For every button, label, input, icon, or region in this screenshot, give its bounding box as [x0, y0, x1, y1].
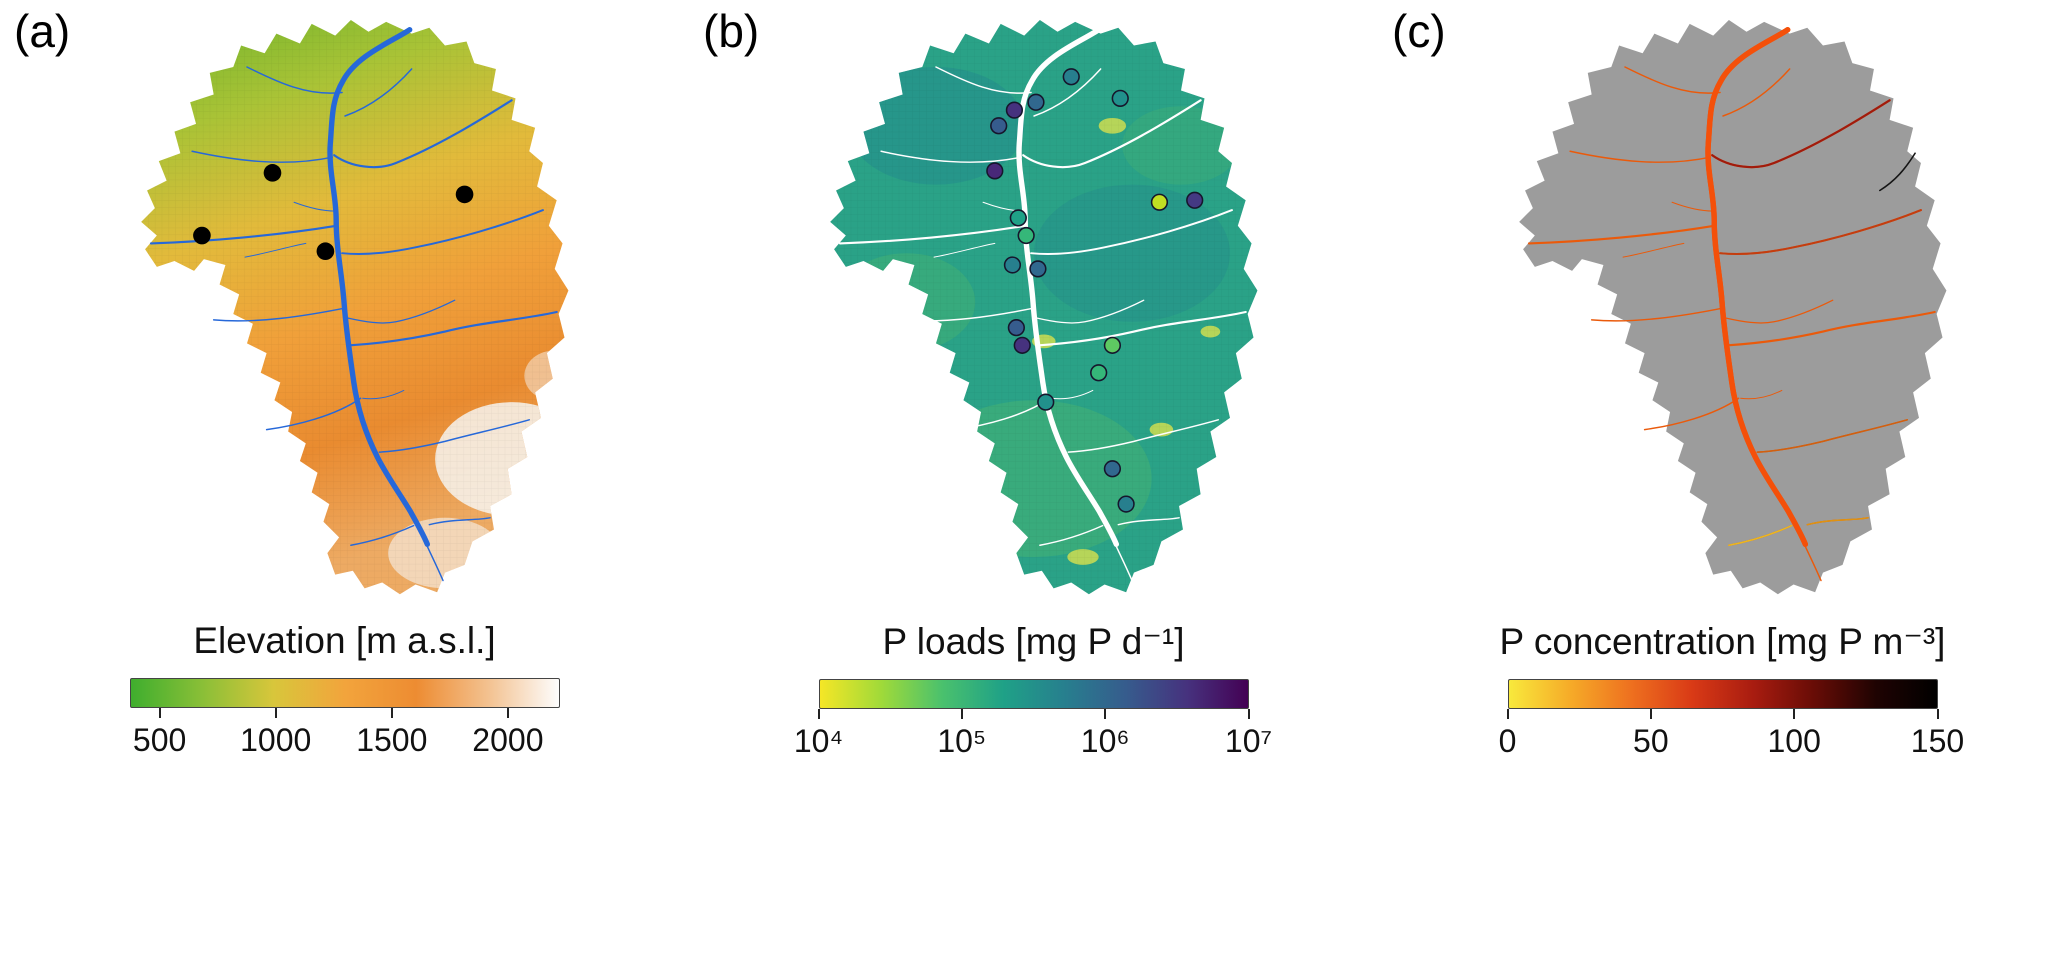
- tick-mark: [1104, 709, 1107, 719]
- tick-mark: [390, 708, 393, 718]
- tick-label: 150: [1910, 723, 1965, 759]
- tick-label: 1000: [240, 722, 312, 758]
- map-b: [829, 19, 1257, 595]
- tick-mark: [1936, 709, 1939, 719]
- panel-label-a: (a): [14, 5, 71, 57]
- tick-label: 0: [1498, 723, 1517, 759]
- river-branch-black: [1878, 152, 1916, 192]
- monitoring-stations: [192, 164, 473, 261]
- panel-a: (a) Elevation [m a.s.l.]: [0, 0, 689, 955]
- load-patches: [829, 19, 1257, 595]
- tick-mark: [960, 709, 963, 719]
- legend-title-b: P loads [mg P d⁻¹]: [882, 621, 1185, 662]
- station-dot: [192, 226, 211, 245]
- colorbar-gradient-b: [818, 679, 1249, 709]
- tick-label: 10⁴: [793, 723, 844, 759]
- map-a: [140, 19, 568, 595]
- colorbar-b: 10⁴ 10⁵ 10⁶ 10⁷: [794, 679, 1272, 771]
- panel-label-c: (c): [1392, 5, 1446, 57]
- legend-c: P concentration [mg P m⁻³] 0 50 100 150: [1378, 620, 2067, 771]
- sample-circle: [989, 117, 1007, 135]
- panel-label-b: (b): [703, 5, 760, 57]
- station-dot: [316, 242, 334, 261]
- tick-label: 10⁶: [1080, 723, 1130, 759]
- tick-mark: [158, 708, 161, 718]
- sample-circle: [1017, 226, 1035, 245]
- tick-label: 100: [1767, 723, 1821, 759]
- sample-circle: [1150, 193, 1168, 211]
- sample-circle: [1111, 89, 1129, 107]
- sample-circle: [1036, 393, 1054, 411]
- tick-mark: [1247, 709, 1250, 719]
- colorbar-a: 500 1000 1500 2000: [129, 678, 560, 770]
- panel-c: (c) P concentration [mg P m⁻³]: [1378, 0, 2067, 955]
- tick-mark: [506, 708, 509, 718]
- sample-circle: [1026, 93, 1045, 111]
- river-concentration-overlays: [1707, 30, 1922, 545]
- legend-a: Elevation [m a.s.l.] 500 1000 1500 2000: [0, 620, 689, 770]
- sample-circle: [1009, 209, 1027, 227]
- sample-circle: [1003, 256, 1021, 274]
- colorbar-c: 0 50 100 150: [1499, 679, 1964, 771]
- tick-mark: [1506, 709, 1509, 719]
- colorbar-gradient-c: [1507, 679, 1938, 709]
- station-dot: [455, 185, 473, 204]
- sample-circle: [1089, 364, 1107, 382]
- colorbar-gradient-a: [129, 678, 560, 708]
- tick-label: 50: [1633, 723, 1669, 759]
- sample-circle: [1028, 260, 1047, 278]
- tick-mark: [1649, 709, 1652, 719]
- sample-circle: [1116, 495, 1135, 513]
- station-dot: [263, 164, 281, 182]
- tick-label: 500: [132, 722, 187, 758]
- sample-circle: [1185, 191, 1203, 209]
- legend-title-c: P concentration [mg P m⁻³]: [1499, 621, 1946, 662]
- legend-b: P loads [mg P d⁻¹] 10⁴ 10⁵ 10⁶ 10⁷: [689, 620, 1378, 771]
- tick-label: 2000: [472, 722, 544, 758]
- sample-circle: [985, 162, 1003, 180]
- tick-label: 1500: [356, 722, 428, 758]
- map-c: [1518, 19, 1946, 595]
- tick-mark: [1793, 709, 1796, 719]
- panel-b: (b): [689, 0, 1378, 955]
- tick-label: 10⁷: [1224, 723, 1273, 759]
- tick-mark: [817, 709, 820, 719]
- legend-title-a: Elevation [m a.s.l.]: [193, 620, 496, 661]
- tick-mark: [274, 708, 277, 718]
- sample-circle: [1013, 336, 1031, 354]
- sample-circle: [1103, 336, 1121, 354]
- sample-circle: [1103, 460, 1121, 478]
- sample-points: [985, 68, 1203, 513]
- sample-circle: [1007, 319, 1025, 337]
- tick-label: 10⁵: [937, 723, 987, 759]
- sample-circle: [1062, 68, 1080, 86]
- sample-circle: [1005, 101, 1023, 119]
